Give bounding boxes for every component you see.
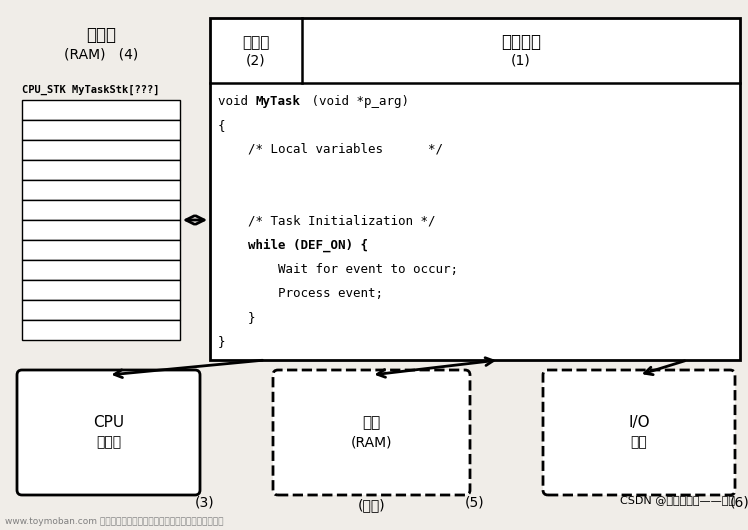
Text: (3): (3) (195, 495, 215, 509)
Text: CSDN @嵌入式调调——小黑: CSDN @嵌入式调调——小黑 (620, 495, 735, 505)
Text: MyTask: MyTask (256, 95, 301, 108)
Text: 寄存器: 寄存器 (96, 436, 121, 449)
Text: }: } (218, 311, 256, 324)
Text: www.toymoban.com 网络图片仅供展示，非存储，如有侵权请联系删除。: www.toymoban.com 网络图片仅供展示，非存储，如有侵权请联系删除。 (5, 517, 224, 526)
Text: (2): (2) (246, 54, 266, 67)
Text: (RAM): (RAM) (351, 436, 392, 449)
Bar (22, 260, 180, 280)
Text: (5): (5) (465, 495, 485, 509)
FancyBboxPatch shape (17, 370, 200, 495)
Bar (210, 18, 740, 360)
Text: Process event;: Process event; (218, 287, 383, 300)
Bar (22, 180, 180, 200)
Text: (1): (1) (511, 54, 531, 67)
FancyBboxPatch shape (543, 370, 735, 495)
Text: I/O: I/O (628, 415, 650, 430)
Bar (22, 320, 180, 340)
Text: (void *p_arg): (void *p_arg) (304, 95, 409, 108)
Text: (RAM)   (4): (RAM) (4) (64, 48, 138, 62)
Text: /* Local variables      */: /* Local variables */ (218, 143, 443, 156)
Text: CPU_STK MyTaskStk[???]: CPU_STK MyTaskStk[???] (22, 85, 159, 95)
Bar (22, 240, 180, 260)
Bar (22, 140, 180, 160)
Text: {: { (218, 119, 225, 132)
Text: 设备: 设备 (631, 436, 647, 449)
Text: while (DEF_ON) {: while (DEF_ON) { (218, 239, 368, 252)
Bar (22, 160, 180, 180)
Text: }: } (218, 335, 225, 348)
Bar (22, 200, 180, 220)
Text: (可选): (可选) (358, 498, 385, 512)
Bar (22, 300, 180, 320)
Text: CPU: CPU (93, 415, 124, 430)
Bar (22, 220, 180, 240)
Text: 优先级: 优先级 (242, 35, 270, 50)
Text: 任务代码: 任务代码 (501, 33, 541, 51)
Text: (6): (6) (730, 495, 748, 509)
Text: Wait for event to occur;: Wait for event to occur; (218, 263, 458, 276)
Bar (22, 280, 180, 300)
Text: /* Task Initialization */: /* Task Initialization */ (218, 215, 435, 228)
Text: 变量: 变量 (362, 415, 381, 430)
Bar (22, 120, 180, 140)
Text: void: void (218, 95, 263, 108)
Bar (22, 100, 180, 120)
FancyBboxPatch shape (273, 370, 470, 495)
Text: 任务栈: 任务栈 (86, 26, 116, 44)
